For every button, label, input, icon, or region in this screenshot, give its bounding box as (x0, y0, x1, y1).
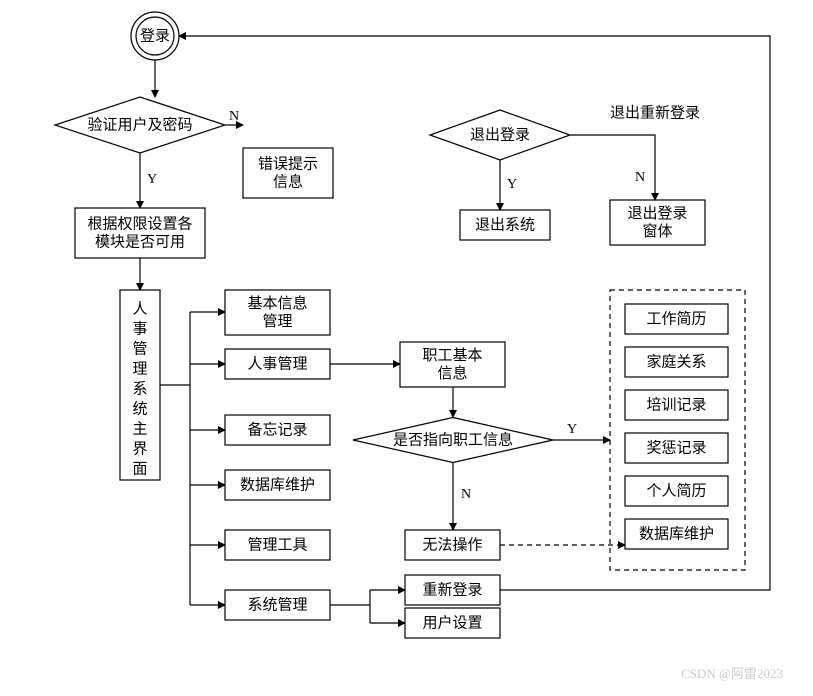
svg-text:信息: 信息 (437, 365, 467, 382)
svg-text:N: N (229, 109, 239, 124)
svg-text:主: 主 (132, 420, 147, 437)
node-exitWin: 退出登录窗体 (610, 200, 705, 245)
node-memo: 备忘记录 (225, 415, 330, 445)
svg-text:退出系统: 退出系统 (475, 216, 535, 233)
svg-text:管: 管 (132, 340, 147, 357)
node-resume: 个人简历 (625, 476, 728, 506)
svg-text:个人简历: 个人简历 (646, 482, 706, 499)
svg-text:模块是否可用: 模块是否可用 (95, 233, 185, 250)
svg-text:系统管理: 系统管理 (247, 596, 307, 613)
svg-text:人: 人 (132, 300, 147, 317)
node-empinfo: 职工基本信息 (400, 342, 505, 387)
svg-text:管理工具: 管理工具 (247, 536, 307, 553)
svg-text:工作简历: 工作简历 (646, 310, 706, 327)
svg-text:Y: Y (507, 177, 517, 192)
svg-text:N: N (635, 170, 645, 185)
svg-text:界: 界 (132, 441, 147, 457)
node-training: 培训记录 (625, 390, 728, 420)
svg-text:验证用户及密码: 验证用户及密码 (87, 116, 192, 133)
node-exitSys: 退出系统 (460, 210, 550, 240)
svg-text:退出登录: 退出登录 (627, 205, 687, 222)
svg-text:Y: Y (147, 172, 157, 187)
svg-text:登录: 登录 (140, 27, 170, 44)
svg-text:根据权限设置各: 根据权限设置各 (87, 215, 192, 232)
svg-text:退出重新登录: 退出重新登录 (610, 104, 700, 121)
svg-text:数据库维护: 数据库维护 (639, 525, 714, 542)
node-work: 工作简历 (625, 304, 728, 334)
svg-text:面: 面 (132, 461, 147, 477)
svg-text:窗体: 窗体 (642, 222, 672, 240)
node-dbmaint2: 数据库维护 (625, 519, 728, 549)
node-usersettings: 用户设置 (405, 608, 500, 638)
svg-text:职工基本: 职工基本 (422, 347, 482, 364)
node-pointsTo: 是否指向职工信息 (353, 418, 553, 463)
svg-text:是否指向职工信息: 是否指向职工信息 (393, 431, 513, 448)
svg-text:培训记录: 培训记录 (646, 396, 706, 413)
svg-text:错误提示: 错误提示 (258, 155, 318, 172)
svg-text:备忘记录: 备忘记录 (247, 421, 307, 438)
node-sys: 系统管理 (225, 590, 330, 620)
node-logout: 退出登录 (430, 110, 570, 160)
node-relogin: 重新登录 (405, 575, 500, 605)
node-hr: 人事管理 (225, 349, 330, 379)
svg-text:奖惩记录: 奖惩记录 (646, 439, 706, 456)
svg-text:统: 统 (132, 400, 147, 417)
node-tools: 管理工具 (225, 530, 330, 560)
svg-text:人事管理: 人事管理 (247, 355, 307, 372)
edge (570, 135, 655, 200)
node-dbmaint: 数据库维护 (225, 470, 330, 500)
svg-text:系: 系 (132, 380, 147, 397)
svg-text:N: N (461, 487, 471, 502)
node-basic: 基本信息管理 (225, 290, 330, 335)
svg-text:事: 事 (132, 320, 147, 337)
watermark: CSDN @阿雷2023 (681, 666, 783, 681)
svg-text:管理: 管理 (262, 313, 292, 330)
node-noop: 无法操作 (405, 530, 500, 560)
svg-text:家庭关系: 家庭关系 (646, 353, 706, 370)
node-login: 登录 (131, 12, 179, 60)
svg-text:信息: 信息 (273, 173, 303, 190)
node-perm: 根据权限设置各模块是否可用 (75, 208, 205, 258)
svg-text:理: 理 (132, 361, 147, 377)
svg-text:Y: Y (567, 422, 577, 437)
node-family: 家庭关系 (625, 347, 728, 377)
svg-text:用户设置: 用户设置 (422, 614, 482, 631)
node-verify: 验证用户及密码 (55, 97, 225, 153)
svg-text:退出登录: 退出登录 (470, 126, 530, 143)
svg-text:重新登录: 重新登录 (422, 581, 482, 598)
svg-text:无法操作: 无法操作 (422, 536, 482, 553)
svg-text:基本信息: 基本信息 (247, 295, 307, 312)
node-error: 错误提示信息 (243, 148, 333, 198)
svg-text:数据库维护: 数据库维护 (240, 476, 315, 493)
flowchart-canvas: NYYNYN退出重新登录登录验证用户及密码错误提示信息根据权限设置各模块是否可用… (0, 0, 813, 696)
node-reward: 奖惩记录 (625, 433, 728, 463)
node-main: 人事管理系统主界面 (120, 290, 160, 480)
